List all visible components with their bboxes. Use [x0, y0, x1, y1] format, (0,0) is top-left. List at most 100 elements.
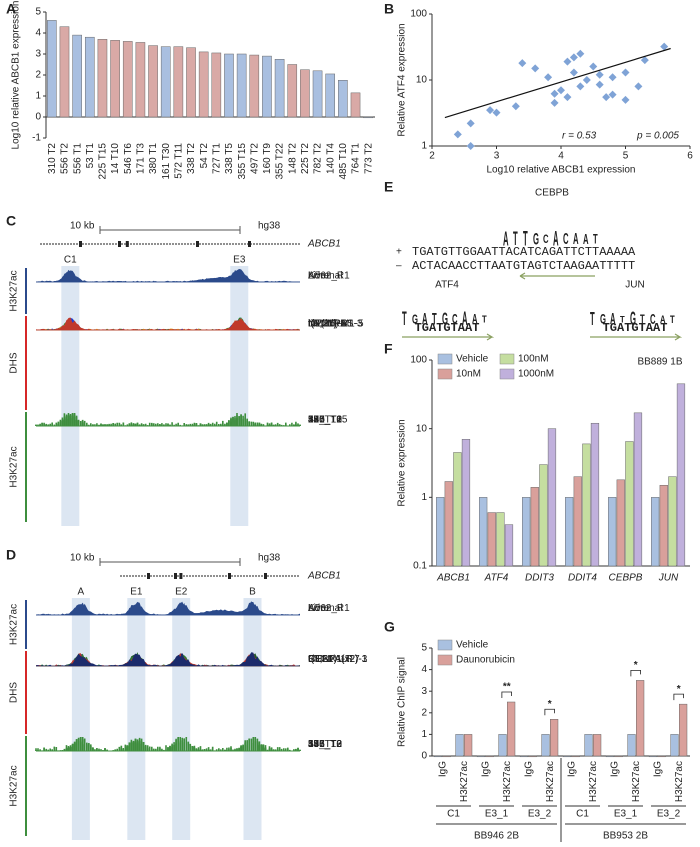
- track-label: 14_T10: [308, 739, 342, 750]
- signal-track: [36, 652, 300, 666]
- logo-letter: T: [640, 314, 645, 327]
- x-tick-label: 54 T2: [199, 143, 210, 169]
- region-highlight: [71, 598, 90, 840]
- strand-sign: +: [396, 247, 402, 258]
- exon: [264, 573, 267, 579]
- bar: [287, 64, 298, 118]
- point: [621, 68, 630, 77]
- bar: [350, 92, 361, 118]
- fit-line: [444, 47, 671, 119]
- logo-letter: C: [650, 313, 656, 328]
- y-tick-label: 5: [35, 7, 41, 18]
- region-label: E1: [130, 587, 143, 598]
- track-label: t(8;21)-1: [308, 319, 346, 330]
- bar: [461, 439, 471, 567]
- bar: [633, 412, 643, 567]
- panel-label: C: [6, 213, 16, 229]
- bar: [573, 476, 582, 567]
- bar: [636, 680, 645, 757]
- x-tick-label: 338 T2: [186, 143, 197, 174]
- y-tick-label: 5: [421, 643, 427, 654]
- bar: [519, 755, 529, 758]
- region-label: E2: [175, 587, 188, 598]
- signal-track: [35, 737, 301, 751]
- track-label: ITD-1: [308, 654, 333, 665]
- point: [550, 98, 559, 107]
- signal-track: [36, 601, 300, 615]
- point: [453, 130, 462, 139]
- track-label: ITD/NPM1-5: [308, 319, 364, 330]
- x-tick-label: 171 T3: [136, 143, 147, 174]
- bar: [565, 497, 574, 567]
- genome-label: hg38: [258, 553, 281, 564]
- point: [608, 73, 617, 82]
- logo-letter: G: [442, 309, 448, 328]
- track-label: K562_R1: [308, 603, 350, 614]
- legend-label: 1000nM: [518, 369, 554, 380]
- x-tick-label: 53 T1: [85, 143, 96, 169]
- y-tick-label: -1: [32, 133, 41, 144]
- x-tick-label: H3K27ac: [545, 761, 556, 802]
- bar: [211, 52, 222, 118]
- bar: [453, 452, 462, 567]
- point: [518, 59, 527, 68]
- x-tick-label: 225 T2: [300, 143, 311, 174]
- y-axis-label: Relative ChIP signal: [397, 657, 408, 747]
- bar: [608, 497, 617, 567]
- exon: [248, 241, 251, 247]
- track-label: 380_T1: [308, 415, 342, 426]
- sequence: ACTACAACCTTAATGTAGTCTAAGAATTTTT: [412, 259, 635, 273]
- x-tick-label: 160 T9: [262, 143, 273, 174]
- group-label: H3K27ac: [9, 765, 20, 806]
- group-label: H3K27ac: [9, 270, 20, 311]
- logo-letter: C: [452, 313, 458, 328]
- scale-bar: [99, 226, 241, 234]
- y-axis-label: Relative ATF4 expression: [397, 23, 408, 136]
- logo-letter: T: [523, 227, 528, 251]
- region-label: B: [249, 587, 256, 598]
- logo-letter: C: [563, 230, 569, 248]
- bar: [59, 26, 70, 118]
- track-label: 171_T3: [308, 739, 342, 750]
- logo-letter: G: [533, 230, 539, 248]
- y-tick-label: 10: [416, 75, 428, 86]
- bar: [679, 703, 688, 757]
- logo-letter: C: [543, 234, 549, 247]
- point: [492, 108, 501, 117]
- bar: [444, 481, 453, 567]
- arrow: [590, 333, 683, 341]
- bar: [550, 719, 559, 757]
- track-label: CEBPA(x2)-1: [308, 654, 368, 665]
- bar: [498, 734, 507, 757]
- panel-label: A: [6, 1, 16, 17]
- x-tick-label: CEBPB: [609, 573, 643, 584]
- logo-letter: A: [610, 310, 616, 328]
- group-label: E3_2: [657, 809, 681, 820]
- bar: [363, 116, 373, 119]
- sig-bracket: [501, 691, 512, 698]
- y-tick-label: 4: [421, 664, 427, 675]
- x-tick-label: 764 T1: [351, 143, 362, 174]
- group-label: C1: [576, 809, 589, 820]
- logo-letter: T: [620, 314, 625, 325]
- x-tick-label: 546 T6: [123, 143, 134, 174]
- x-tick-label: H3K27ac: [588, 761, 599, 802]
- exon: [147, 573, 150, 579]
- bar: [436, 497, 445, 567]
- point: [595, 80, 604, 89]
- bar: [530, 487, 539, 567]
- exon: [196, 241, 199, 247]
- region-highlight: [172, 598, 191, 840]
- track-label: 171_T3: [308, 415, 342, 426]
- y-axis-label: Log10 relative ABCB1 expression: [11, 1, 22, 150]
- bar: [433, 755, 443, 758]
- strand-sign: –: [396, 261, 402, 272]
- motif-name: ATF4: [435, 280, 459, 291]
- bar: [541, 734, 550, 757]
- track-label: 556_T2: [308, 415, 342, 426]
- bar: [605, 755, 615, 758]
- signal-track: [36, 602, 300, 615]
- x-axis-label: Log10 relative ABCB1 expression: [487, 165, 636, 176]
- legend-label: 100nM: [518, 354, 549, 365]
- annotation: BB889 1B: [637, 357, 682, 368]
